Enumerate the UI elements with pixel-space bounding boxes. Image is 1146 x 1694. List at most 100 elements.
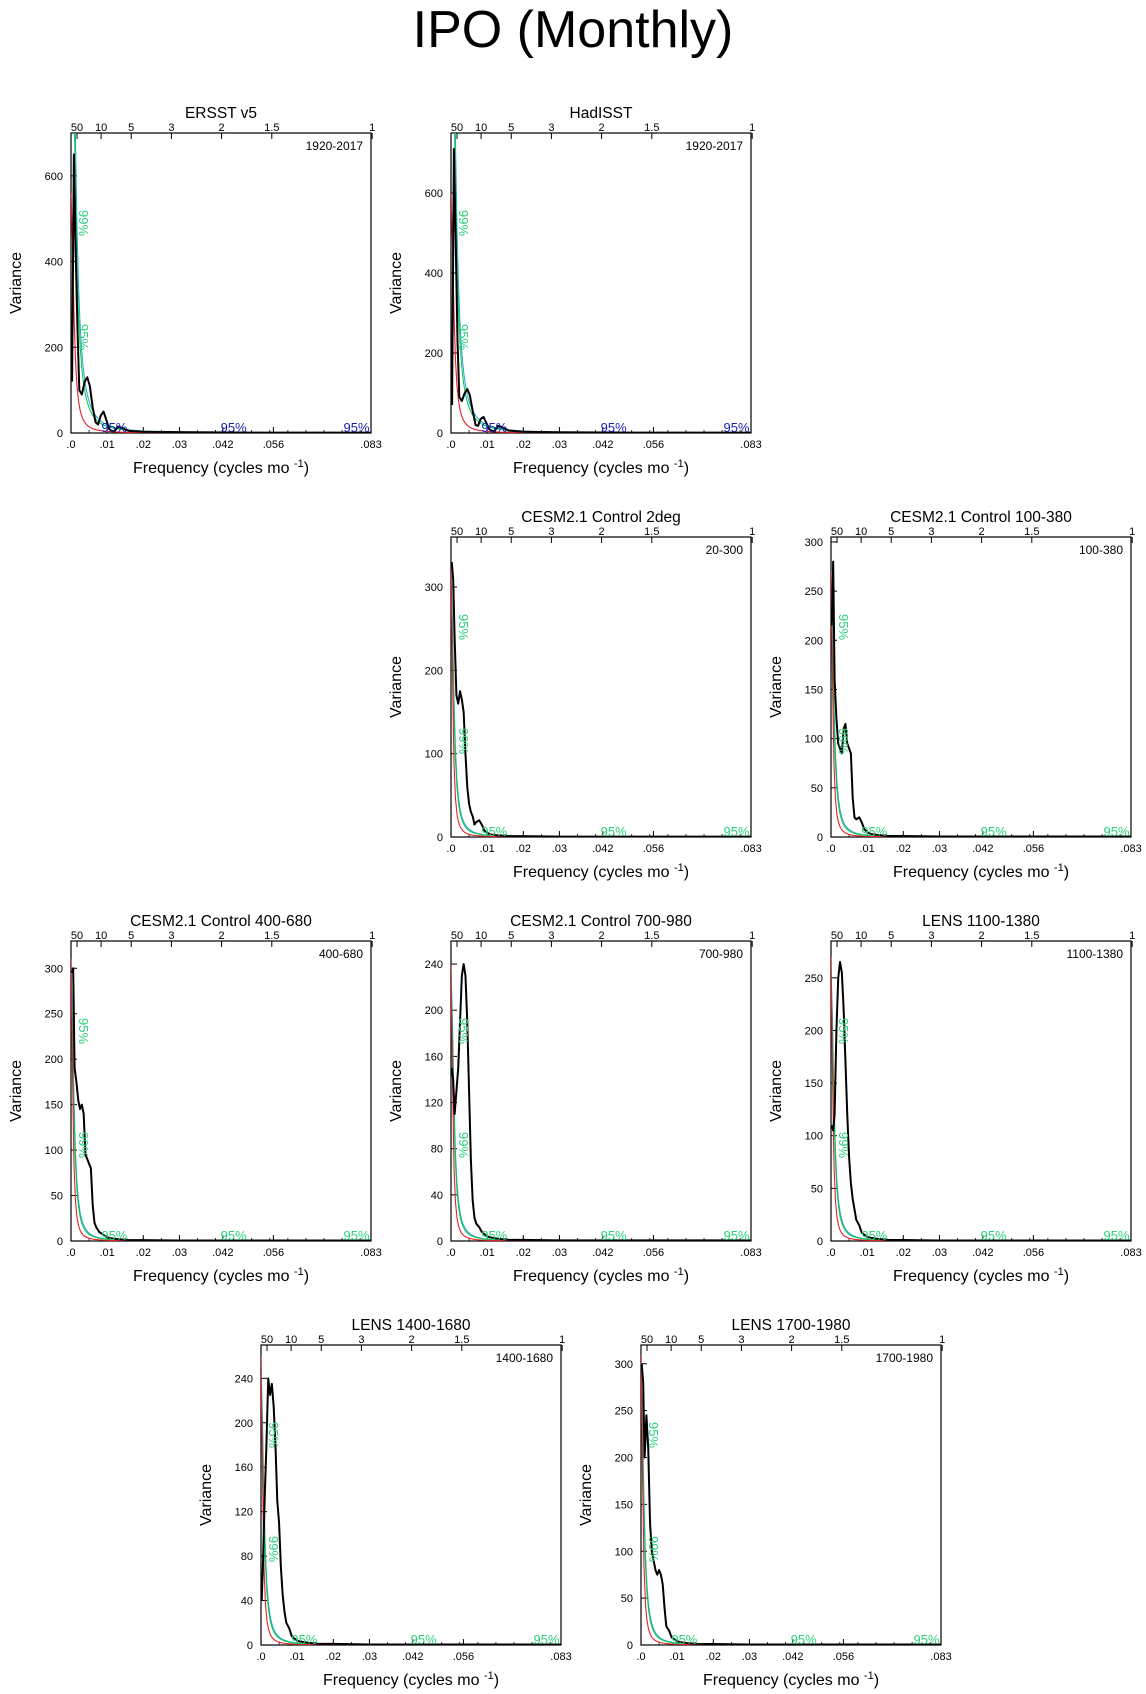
top-tick-label: 10 (475, 526, 487, 538)
x-axis-label-main: Frequency (cycles mo (893, 1268, 1054, 1285)
top-tick-label: 3 (548, 122, 554, 134)
y-axis-label: Variance (388, 252, 405, 314)
sig-label-bottom: 95% (534, 1632, 560, 1647)
top-tick-label: 5 (888, 930, 894, 942)
x-tick-label: .03 (552, 843, 567, 855)
x-axis-label-main: Frequency (cycles mo (513, 460, 674, 477)
y-tick-label: 200 (425, 348, 443, 360)
top-tick-label: 1 (749, 930, 755, 942)
x-tick-label: .03 (932, 1247, 947, 1259)
y-tick-label: 250 (45, 1009, 63, 1021)
spectrum-line (71, 967, 371, 1241)
y-tick-label: 250 (805, 973, 823, 985)
sig-label-bottom: 95% (481, 824, 507, 839)
x-axis-label: Frequency (cycles mo -1) (893, 1266, 1069, 1285)
x-tick-label: .01 (99, 1247, 114, 1259)
period-label: 1920-2017 (306, 139, 364, 153)
y-axis-label: Variance (578, 1464, 595, 1526)
plot-frame (70, 132, 372, 434)
x-axis-label-close: ) (684, 460, 689, 477)
x-tick-label: .03 (552, 1247, 567, 1259)
red-noise-curve (831, 571, 1131, 837)
x-tick-label: .01 (289, 1651, 304, 1663)
x-tick-label: .03 (552, 439, 567, 451)
y-axis-label: Variance (8, 1060, 25, 1122)
red-noise-curve (451, 192, 751, 433)
x-tick-label: .042 (592, 439, 613, 451)
x-axis-label-sup: -1 (294, 458, 304, 470)
spectrum-line (451, 963, 751, 1241)
sig-label-bottom: 95% (981, 1228, 1007, 1243)
sig95-curve (261, 1383, 561, 1645)
x-tick-label: .0 (826, 1247, 835, 1259)
x-axis-label: Frequency (cycles mo -1) (323, 1670, 499, 1689)
sig-label-bottom: 95% (861, 824, 887, 839)
x-tick-label: .083 (1120, 843, 1141, 855)
top-tick-label: 2 (409, 1334, 415, 1346)
x-tick-label: .042 (592, 843, 613, 855)
sig95-curve (831, 983, 1131, 1241)
y-tick-label: 50 (51, 1191, 63, 1203)
sig-label-lower: 99% (266, 1536, 281, 1562)
x-axis-label-main: Frequency (cycles mo (893, 864, 1054, 881)
x-tick-label: .056 (833, 1651, 854, 1663)
top-tick-label: 10 (475, 930, 487, 942)
top-tick-label: 5 (508, 930, 514, 942)
x-tick-label: .083 (930, 1651, 951, 1663)
top-tick-label: 5 (508, 122, 514, 134)
x-axis-label-close: ) (874, 1672, 879, 1689)
y-tick-label: 200 (425, 665, 443, 677)
x-axis-label-main: Frequency (cycles mo (133, 460, 294, 477)
x-tick-label: .02 (516, 439, 531, 451)
y-tick-label: 100 (615, 1546, 633, 1558)
red-noise-curve (71, 192, 371, 433)
x-tick-label: .01 (479, 843, 494, 855)
x-axis-label: Frequency (cycles mo -1) (133, 458, 309, 477)
red-noise-curve (71, 959, 371, 1241)
sig-label-upper: 95% (266, 1422, 281, 1448)
x-tick-label: .083 (740, 1247, 761, 1259)
plot-frame (830, 940, 1132, 1242)
top-tick-label: 2 (599, 122, 605, 134)
sig-label-lower: 99% (836, 728, 851, 754)
x-tick-label: .03 (362, 1651, 377, 1663)
sig95-curve (831, 600, 1131, 837)
y-tick-label: 300 (45, 963, 63, 975)
plot-frame (830, 536, 1132, 838)
plot-frame (450, 132, 752, 434)
x-axis-label-sup: -1 (1054, 862, 1064, 874)
chart-panel-8: LENS 1400-1680 1400-1680 .0 .01 .02 .03 .042 .0… (198, 1317, 572, 1689)
chart-panel-9: LENS 1700-1980 1700-1980 .0 .01 .02 .03 .042 .0… (578, 1317, 952, 1689)
sig-label-lower: 95% (76, 324, 91, 350)
y-tick-label: 80 (431, 1144, 443, 1156)
chart-panel-6: CESM2.1 Control 700-980 700-980 .0 .01 .02 .0… (388, 913, 762, 1285)
x-axis-label-main: Frequency (cycles mo (323, 1672, 484, 1689)
x-tick-label: .03 (172, 439, 187, 451)
y-tick-label: 150 (805, 1078, 823, 1090)
x-tick-label: .0 (446, 1247, 455, 1259)
plot-frame (260, 1344, 562, 1646)
y-tick-label: 0 (437, 1236, 443, 1248)
sig99-curve (831, 967, 1131, 1241)
x-tick-label: .083 (360, 1247, 381, 1259)
top-tick-label: 3 (548, 526, 554, 538)
top-tick-label: 1 (369, 930, 375, 942)
curves (831, 560, 1131, 837)
y-tick-label: 0 (437, 832, 443, 844)
top-tick-label: 1 (1129, 930, 1135, 942)
chart-title: CESM2.1 Control 100-380 (890, 509, 1072, 526)
sig-label-upper: 95% (836, 614, 851, 640)
sig95-curve (641, 1382, 941, 1645)
top-tick-label: 10 (285, 1334, 297, 1346)
sig95-curve (451, 586, 751, 837)
x-axis-label-close: ) (684, 864, 689, 881)
chart-title: LENS 1400-1680 (352, 1317, 471, 1334)
sig-label-bottom: 95% (101, 420, 127, 435)
top-tick-label: 2 (979, 526, 985, 538)
spectrum-line (261, 1377, 561, 1645)
period-label: 1700-1980 (876, 1351, 934, 1365)
y-tick-label: 600 (425, 188, 443, 200)
y-tick-label: 200 (805, 635, 823, 647)
x-tick-label: .01 (479, 439, 494, 451)
sig-label-bottom: 95% (221, 420, 247, 435)
